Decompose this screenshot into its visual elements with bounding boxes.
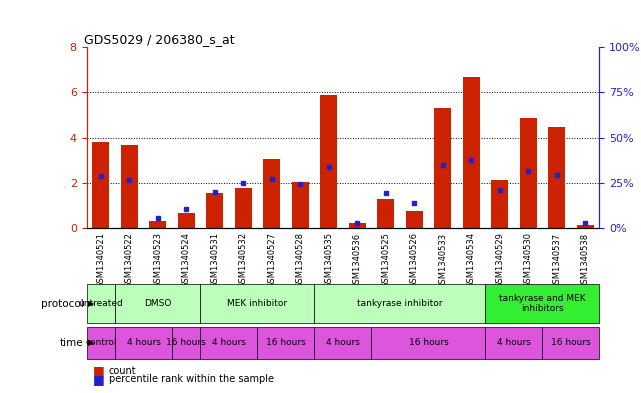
Bar: [315, 284, 485, 323]
Text: GSM1340538: GSM1340538: [581, 232, 590, 288]
Text: tankyrase inhibitor: tankyrase inhibitor: [357, 299, 443, 308]
Text: GSM1340530: GSM1340530: [524, 232, 533, 288]
Text: GSM1340531: GSM1340531: [210, 232, 219, 288]
Text: 4 hours: 4 hours: [212, 338, 246, 347]
Text: GSM1340535: GSM1340535: [324, 232, 333, 288]
Bar: [235, 188, 252, 228]
Bar: [115, 327, 172, 359]
Bar: [463, 77, 479, 228]
Text: ■: ■: [93, 373, 104, 386]
Bar: [485, 284, 599, 323]
Bar: [258, 327, 315, 359]
Text: GSM1340523: GSM1340523: [153, 232, 162, 288]
Text: GSM1340536: GSM1340536: [353, 232, 362, 288]
Bar: [92, 142, 110, 228]
Bar: [292, 182, 309, 228]
Text: 16 hours: 16 hours: [551, 338, 591, 347]
Text: ■: ■: [93, 364, 104, 377]
Bar: [485, 327, 542, 359]
Bar: [121, 145, 138, 228]
Bar: [115, 284, 201, 323]
Bar: [263, 159, 280, 228]
Text: GSM1340521: GSM1340521: [96, 232, 105, 288]
Bar: [178, 213, 195, 228]
Text: 16 hours: 16 hours: [408, 338, 448, 347]
Text: GSM1340527: GSM1340527: [267, 232, 276, 288]
Bar: [172, 327, 201, 359]
Text: 4 hours: 4 hours: [326, 338, 360, 347]
Text: time: time: [60, 338, 83, 348]
Bar: [377, 198, 394, 228]
Bar: [406, 211, 422, 228]
Bar: [87, 284, 115, 323]
Text: GSM1340533: GSM1340533: [438, 232, 447, 288]
Text: 16 hours: 16 hours: [167, 338, 206, 347]
Bar: [434, 108, 451, 228]
Bar: [576, 224, 594, 228]
Text: control: control: [85, 338, 117, 347]
Text: GSM1340528: GSM1340528: [296, 232, 304, 288]
Bar: [371, 327, 485, 359]
Text: 16 hours: 16 hours: [266, 338, 306, 347]
Bar: [315, 327, 371, 359]
Bar: [320, 95, 337, 228]
Text: 4 hours: 4 hours: [497, 338, 531, 347]
Bar: [206, 193, 223, 228]
Text: GSM1340532: GSM1340532: [238, 232, 247, 288]
Text: untreated: untreated: [78, 299, 123, 308]
Bar: [548, 127, 565, 228]
Text: count: count: [109, 365, 137, 376]
Text: GSM1340534: GSM1340534: [467, 232, 476, 288]
Text: ▶: ▶: [88, 299, 95, 308]
Text: GDS5029 / 206380_s_at: GDS5029 / 206380_s_at: [84, 33, 235, 46]
Bar: [520, 118, 537, 228]
Text: protocol: protocol: [40, 299, 83, 309]
Text: GSM1340529: GSM1340529: [495, 232, 504, 288]
Text: MEK inhibitor: MEK inhibitor: [228, 299, 288, 308]
Text: GSM1340526: GSM1340526: [410, 232, 419, 288]
Text: 4 hours: 4 hours: [126, 338, 160, 347]
Text: GSM1340525: GSM1340525: [381, 232, 390, 288]
Text: percentile rank within the sample: percentile rank within the sample: [109, 374, 274, 384]
Text: GSM1340524: GSM1340524: [182, 232, 191, 288]
Text: DMSO: DMSO: [144, 299, 171, 308]
Text: GSM1340522: GSM1340522: [125, 232, 134, 288]
Text: tankyrase and MEK
inhibitors: tankyrase and MEK inhibitors: [499, 294, 586, 313]
Text: GSM1340537: GSM1340537: [552, 232, 561, 288]
Bar: [542, 327, 599, 359]
Bar: [349, 223, 366, 228]
Bar: [87, 327, 115, 359]
Bar: [201, 284, 315, 323]
Bar: [201, 327, 258, 359]
Bar: [149, 221, 166, 228]
Bar: [491, 180, 508, 228]
Text: ▶: ▶: [88, 338, 95, 347]
